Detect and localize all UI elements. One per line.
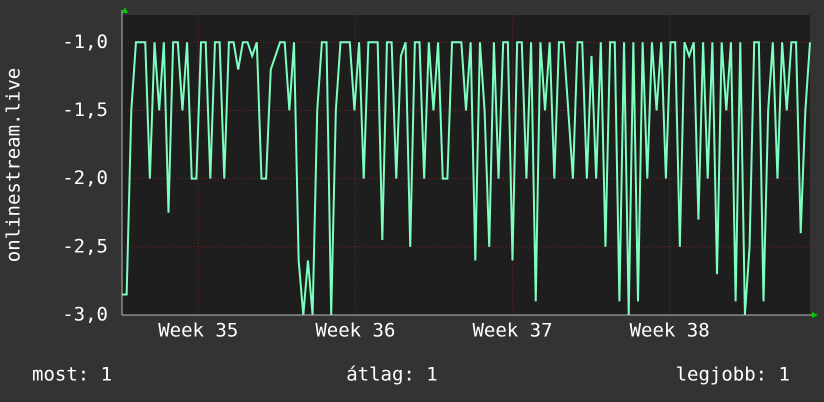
y-tick-label: -1,5	[62, 99, 108, 121]
y-tick-label: -1,0	[62, 31, 108, 53]
y-axis-label: onlinestream.live	[3, 68, 25, 262]
x-axis-arrow	[812, 312, 818, 318]
x-tick-label: Week 36	[315, 320, 395, 342]
stat-now: most: 1	[32, 364, 112, 386]
y-tick-label: -2,5	[62, 235, 108, 257]
y-tick-label: -3,0	[62, 304, 108, 326]
x-tick-label: Week 37	[472, 320, 552, 342]
stat-average: átlag: 1	[346, 364, 438, 386]
data-line	[122, 41, 811, 316]
y-tick-label: -2,0	[62, 167, 108, 189]
marks	[122, 41, 811, 316]
stat-max: legjobb: 1	[676, 364, 790, 386]
y-axis-arrow	[122, 7, 128, 13]
x-tick-label: Week 35	[158, 320, 238, 342]
x-tick-label: Week 38	[630, 320, 710, 342]
